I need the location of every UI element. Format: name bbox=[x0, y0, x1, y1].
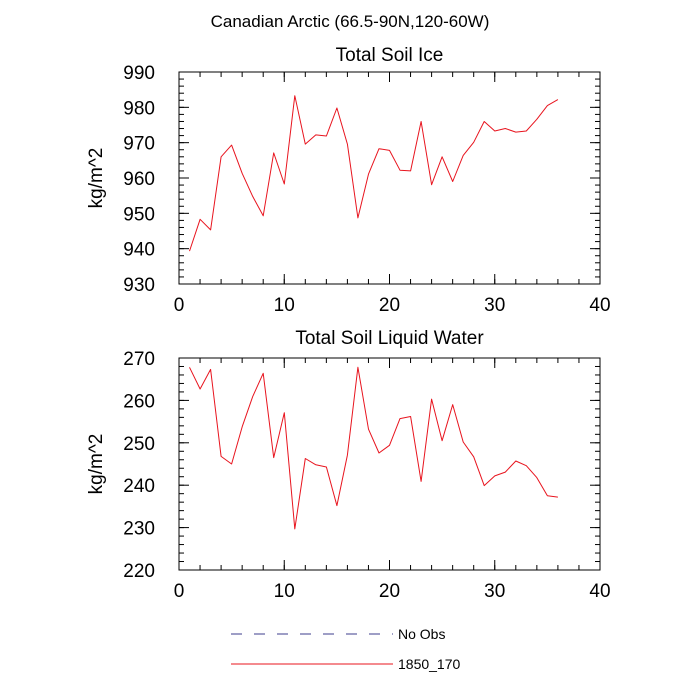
panel-title: Total Soil Liquid Water bbox=[295, 328, 484, 349]
legend-label: No Obs bbox=[398, 626, 445, 642]
x-tick-label: 20 bbox=[379, 581, 400, 602]
x-tick-label: 30 bbox=[484, 295, 505, 316]
panel-total-soil-liquid-water: 0 10 20 30 40 220 230 240 250 260 270 Total Soil Li… bbox=[86, 328, 611, 602]
y-tick-label: 940 bbox=[123, 240, 155, 261]
y-tick-label: 970 bbox=[123, 134, 155, 155]
x-tick-label: 40 bbox=[589, 295, 610, 316]
x-tick-label: 30 bbox=[484, 581, 505, 602]
y-tick-label: 240 bbox=[123, 476, 155, 497]
y-axis-label: kg/m^2 bbox=[86, 148, 107, 209]
panel-title: Total Soil Ice bbox=[336, 45, 444, 66]
panel-total-soil-ice: 0 10 20 30 40 930 940 950 960 970 980 990 Total Soil… bbox=[86, 45, 611, 316]
legend: No Obs 1850_170 bbox=[231, 626, 461, 672]
series-line-1850-170 bbox=[189, 366, 558, 530]
y-tick-label: 930 bbox=[123, 275, 155, 296]
y-tick-label: 230 bbox=[123, 519, 155, 540]
x-tick-label: 10 bbox=[274, 295, 295, 316]
y-tick-label: 220 bbox=[123, 561, 155, 582]
y-axis-label: kg/m^2 bbox=[86, 434, 107, 495]
x-tick-label: 0 bbox=[174, 295, 185, 316]
figure-suptitle: Canadian Arctic (66.5-90N,120-60W) bbox=[211, 12, 490, 31]
plot-frame bbox=[178, 71, 601, 285]
series-line-1850-170 bbox=[189, 95, 559, 252]
y-tick-label: 270 bbox=[123, 349, 155, 370]
y-tick-label: 260 bbox=[123, 391, 155, 412]
y-tick-label: 250 bbox=[123, 434, 155, 455]
legend-label: 1850_170 bbox=[398, 656, 461, 672]
x-tick-label: 40 bbox=[589, 581, 610, 602]
y-tick-label: 990 bbox=[123, 63, 155, 84]
plot-frame bbox=[178, 357, 601, 571]
x-tick-label: 0 bbox=[174, 581, 185, 602]
x-tick-label: 20 bbox=[379, 295, 400, 316]
y-tick-label: 950 bbox=[123, 204, 155, 225]
x-tick-label: 10 bbox=[274, 581, 295, 602]
y-tick-label: 980 bbox=[123, 98, 155, 119]
y-tick-label: 960 bbox=[123, 169, 155, 190]
